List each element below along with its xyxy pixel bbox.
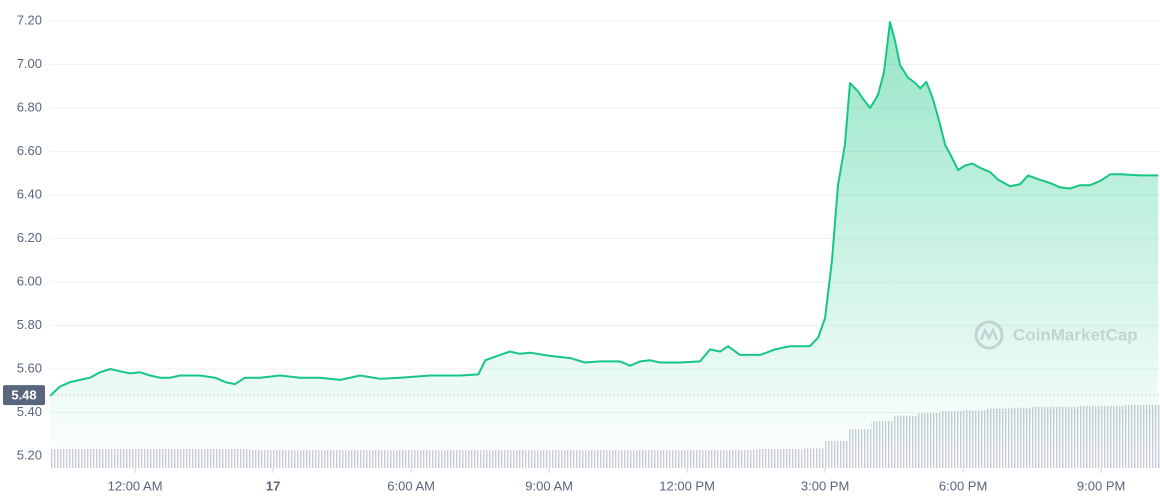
y-tick-label: 6.80 (17, 99, 42, 114)
volume-bar (365, 450, 389, 468)
y-tick-label: 5.60 (17, 360, 42, 375)
y-tick-label: 6.00 (17, 273, 42, 288)
volume-bar (273, 450, 297, 468)
volume-bar (549, 450, 573, 468)
watermark-logo-mark (979, 326, 999, 341)
y-tick-label: 7.20 (17, 12, 42, 27)
volume-bar (158, 449, 182, 468)
volume-bar (526, 450, 550, 468)
volume-bar (319, 450, 343, 468)
volume-bar (135, 449, 159, 468)
watermark-text: CoinMarketCap (1013, 325, 1138, 344)
volume-bar (204, 449, 228, 468)
volume-bar (411, 450, 435, 468)
volume-bar (480, 450, 504, 468)
y-tick-label: 7.00 (17, 56, 42, 71)
y-tick-label: 5.80 (17, 317, 42, 332)
volume-bar (641, 450, 665, 468)
x-tick-label: 9:00 PM (1077, 478, 1125, 493)
y-tick-label: 6.20 (17, 230, 42, 245)
volume-bar (756, 449, 780, 468)
volume-bar (50, 449, 67, 468)
volume-bar (227, 449, 251, 468)
y-tick-label: 6.40 (17, 186, 42, 201)
volume-bar (618, 450, 642, 468)
volume-bar (250, 450, 274, 468)
x-tick-label: 3:00 PM (801, 478, 849, 493)
x-tick-label: 6:00 PM (939, 478, 987, 493)
volume-bar (710, 450, 734, 468)
volume-bar (779, 449, 803, 468)
volume-bar (457, 450, 481, 468)
x-tick-label: 17 (266, 478, 280, 493)
axis-labels: 5.20 5.40 5.60 5.80 6.00 6.20 6.40 6.60 6.80 7.00… (3, 12, 1125, 493)
volume-bar (664, 450, 688, 468)
volume-bar (733, 450, 757, 468)
volume-bar (342, 450, 366, 468)
volume-bar (503, 450, 527, 468)
reference-label-box (3, 385, 45, 406)
volume-bar (595, 450, 619, 468)
x-tick-label: 12:00 PM (659, 478, 715, 493)
volume-bar (388, 450, 412, 468)
plot (49, 21, 1160, 448)
volume-bar (434, 450, 458, 468)
x-tick-label: 9:00 AM (525, 478, 573, 493)
price-line (49, 21, 1159, 397)
volume-bar (66, 449, 90, 468)
volume-bar (687, 450, 711, 468)
volume-bar (181, 449, 205, 468)
y-tick-label: 5.40 (17, 404, 42, 419)
y-tick-label: 5.20 (17, 447, 42, 462)
volume-bar (89, 449, 113, 468)
volume-bar (296, 450, 320, 468)
reference-label: 5.48 (11, 388, 36, 403)
watermark: CoinMarketCap (974, 320, 1138, 350)
volume-bar (112, 449, 136, 468)
y-tick-label: 6.60 (17, 143, 42, 158)
volume-bar (802, 448, 826, 468)
watermark-logo (974, 320, 1004, 350)
price-area (50, 22, 1159, 448)
x-tick-label: 12:00 AM (108, 478, 163, 493)
volume-bar (572, 450, 596, 468)
x-tick-label: 6:00 AM (387, 478, 435, 493)
